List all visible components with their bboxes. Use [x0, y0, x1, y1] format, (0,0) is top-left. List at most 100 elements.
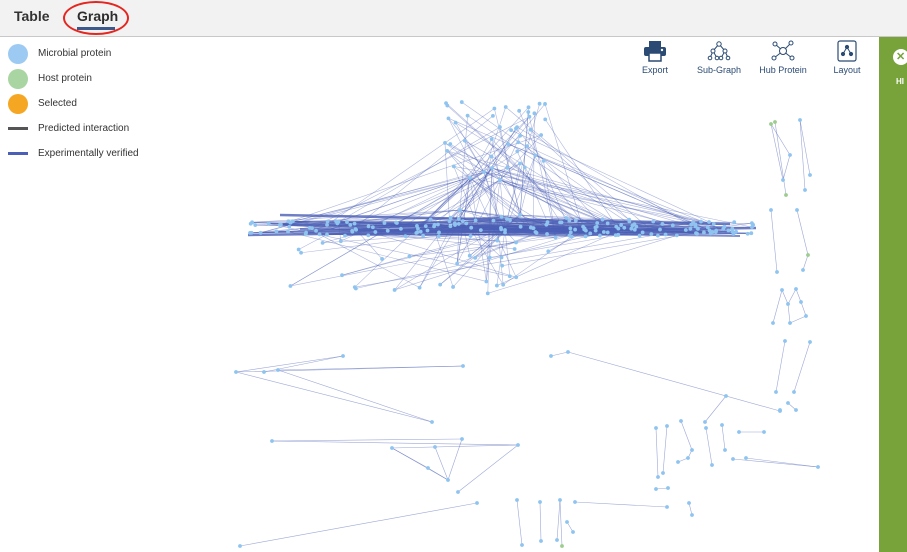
microbial-protein-node[interactable]: [605, 230, 610, 235]
microbial-protein-node[interactable]: [354, 227, 359, 232]
microbial-protein-node[interactable]: [395, 221, 399, 225]
microbial-protein-node[interactable]: [737, 430, 741, 434]
microbial-protein-node[interactable]: [778, 409, 782, 413]
microbial-protein-node[interactable]: [690, 448, 694, 452]
microbial-protein-node[interactable]: [392, 288, 397, 292]
microbial-protein-node[interactable]: [660, 222, 665, 226]
microbial-protein-node[interactable]: [343, 233, 347, 238]
microbial-protein-node[interactable]: [515, 498, 519, 502]
microbial-protein-node[interactable]: [616, 233, 621, 237]
microbial-protein-node[interactable]: [629, 226, 634, 231]
microbial-protein-node[interactable]: [456, 222, 461, 226]
microbial-protein-node[interactable]: [515, 125, 519, 130]
microbial-protein-node[interactable]: [762, 430, 766, 434]
microbial-protein-node[interactable]: [403, 234, 408, 239]
microbial-protein-node[interactable]: [543, 117, 548, 122]
microbial-protein-node[interactable]: [500, 263, 505, 268]
close-icon[interactable]: ✕: [893, 49, 907, 65]
microbial-protein-node[interactable]: [691, 220, 695, 225]
microbial-protein-node[interactable]: [382, 221, 387, 225]
microbial-protein-node[interactable]: [475, 501, 479, 505]
microbial-protein-node[interactable]: [433, 445, 437, 449]
microbial-protein-node[interactable]: [734, 229, 738, 234]
microbial-protein-node[interactable]: [803, 188, 807, 192]
microbial-protein-node[interactable]: [600, 217, 605, 222]
microbial-protein-node[interactable]: [654, 426, 658, 430]
host-protein-node[interactable]: [769, 122, 773, 126]
microbial-protein-node[interactable]: [340, 273, 344, 278]
microbial-protein-node[interactable]: [683, 228, 688, 232]
microbial-protein-node[interactable]: [571, 530, 575, 534]
microbial-protein-node[interactable]: [482, 170, 486, 174]
network-graph-canvas[interactable]: [0, 37, 878, 552]
microbial-protein-node[interactable]: [566, 350, 570, 354]
microbial-protein-node[interactable]: [418, 229, 423, 234]
microbial-protein-node[interactable]: [730, 229, 735, 234]
microbial-protein-node[interactable]: [373, 230, 378, 234]
microbial-protein-node[interactable]: [491, 218, 496, 223]
microbial-protein-node[interactable]: [494, 283, 499, 288]
microbial-protein-node[interactable]: [290, 219, 295, 224]
microbial-protein-node[interactable]: [453, 120, 458, 125]
microbial-protein-node[interactable]: [654, 487, 658, 491]
microbial-protein-node[interactable]: [663, 232, 668, 237]
microbial-protein-node[interactable]: [559, 220, 564, 225]
microbial-protein-node[interactable]: [545, 232, 549, 236]
microbial-protein-node[interactable]: [771, 321, 775, 325]
microbial-protein-node[interactable]: [622, 225, 627, 230]
microbial-protein-node[interactable]: [666, 486, 670, 490]
microbial-protein-node[interactable]: [299, 250, 303, 255]
microbial-protein-node[interactable]: [794, 408, 798, 412]
microbial-protein-node[interactable]: [484, 279, 489, 284]
microbial-protein-node[interactable]: [448, 224, 453, 229]
microbial-protein-node[interactable]: [526, 110, 531, 114]
microbial-protein-node[interactable]: [234, 370, 238, 374]
microbial-protein-node[interactable]: [407, 254, 412, 259]
microbial-protein-node[interactable]: [781, 178, 785, 182]
microbial-protein-node[interactable]: [798, 118, 802, 122]
microbial-protein-node[interactable]: [415, 230, 420, 235]
host-protein-node[interactable]: [560, 544, 564, 548]
hub-protein-button[interactable]: Hub Protein: [753, 40, 813, 75]
microbial-protein-node[interactable]: [539, 539, 543, 543]
microbial-protein-node[interactable]: [467, 253, 472, 258]
microbial-protein-node[interactable]: [801, 268, 805, 272]
microbial-protein-node[interactable]: [541, 158, 546, 163]
microbial-protein-node[interactable]: [425, 228, 430, 233]
microbial-protein-node[interactable]: [614, 224, 619, 229]
microbial-protein-node[interactable]: [686, 456, 690, 460]
microbial-protein-node[interactable]: [287, 224, 292, 229]
microbial-protein-node[interactable]: [724, 394, 728, 398]
microbial-protein-node[interactable]: [249, 230, 254, 235]
microbial-protein-node[interactable]: [320, 240, 325, 245]
microbial-protein-node[interactable]: [498, 125, 502, 129]
microbial-protein-node[interactable]: [583, 228, 588, 233]
microbial-protein-node[interactable]: [601, 230, 606, 234]
microbial-protein-node[interactable]: [788, 321, 792, 325]
microbial-protein-node[interactable]: [443, 141, 447, 145]
microbial-protein-node[interactable]: [808, 173, 812, 177]
microbial-protein-node[interactable]: [651, 219, 656, 224]
microbial-protein-node[interactable]: [665, 424, 669, 428]
microbial-protein-node[interactable]: [619, 223, 624, 227]
microbial-protein-node[interactable]: [390, 446, 394, 450]
microbial-protein-node[interactable]: [722, 224, 727, 229]
microbial-protein-node[interactable]: [468, 176, 472, 180]
microbial-protein-node[interactable]: [446, 478, 450, 482]
microbial-protein-node[interactable]: [745, 231, 750, 236]
microbial-protein-node[interactable]: [445, 148, 450, 153]
microbial-protein-node[interactable]: [702, 230, 706, 235]
tab-table[interactable]: Table: [14, 8, 50, 24]
microbial-protein-node[interactable]: [307, 225, 312, 230]
microbial-protein-node[interactable]: [460, 437, 464, 441]
microbial-protein-node[interactable]: [517, 108, 522, 113]
microbial-protein-node[interactable]: [451, 164, 456, 169]
microbial-protein-node[interactable]: [505, 217, 509, 221]
host-protein-node[interactable]: [784, 193, 788, 197]
sub-graph-button[interactable]: Sub-Graph: [689, 40, 749, 75]
microbial-protein-node[interactable]: [462, 138, 467, 143]
microbial-protein-node[interactable]: [325, 222, 329, 227]
microbial-protein-node[interactable]: [288, 284, 293, 288]
microbial-protein-node[interactable]: [461, 364, 465, 368]
microbial-protein-node[interactable]: [808, 340, 812, 344]
